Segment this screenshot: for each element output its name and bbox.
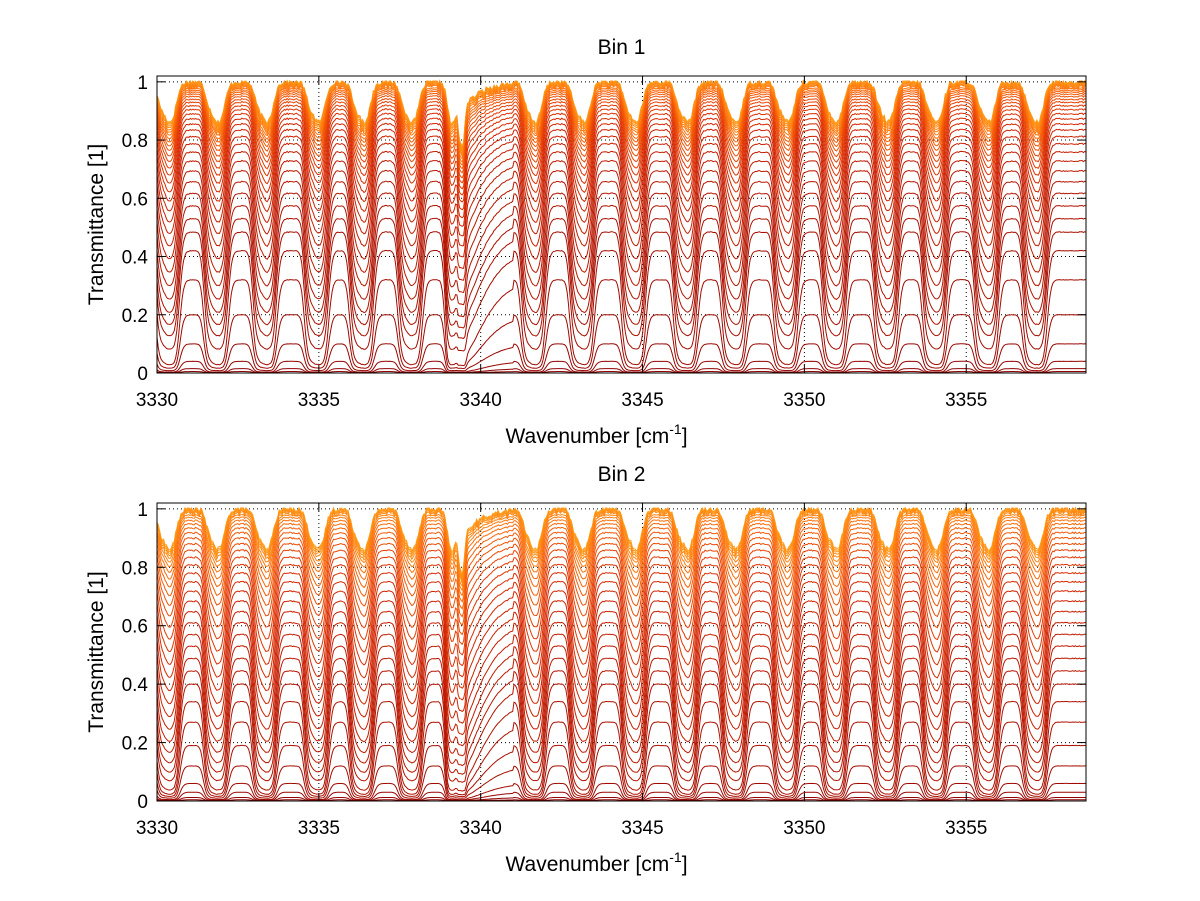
- series-line: [157, 513, 1086, 588]
- chart-title: Bin 1: [598, 36, 646, 59]
- series-line: [157, 142, 1086, 247]
- series-line: [157, 279, 1086, 367]
- y-tick-label: 0.6: [122, 617, 148, 638]
- y-axis-label: Transmittance [1]: [85, 144, 108, 305]
- series-line: [157, 314, 1086, 370]
- series-line: [157, 108, 1086, 196]
- chart-title: Bin 2: [598, 463, 646, 486]
- series-line: [157, 610, 1086, 724]
- x-tick-label: 3345: [621, 818, 663, 839]
- x-axis-label: Wavenumber [cm-1]: [505, 421, 687, 448]
- series-line: [157, 90, 1086, 166]
- series-line: [157, 700, 1086, 792]
- series-line: [157, 97, 1086, 179]
- series-line: [157, 507, 1086, 581]
- series-line: [157, 522, 1086, 603]
- series-line: [157, 509, 1086, 584]
- axes-frame: [156, 502, 1087, 802]
- y-tick-label: 0.4: [122, 248, 149, 269]
- series-line: [157, 231, 1086, 339]
- y-tick-label: 0.2: [122, 734, 148, 755]
- series-line: [157, 765, 1086, 799]
- series-line: [157, 556, 1086, 656]
- series-group: [157, 79, 1086, 373]
- series-line: [157, 599, 1086, 713]
- chart-bin-1: 3330 3335 3340 3345 3350 3355 0 0.2 0.4 0.6 0.8 1 Bi…: [85, 36, 1087, 448]
- series-line: [157, 86, 1086, 160]
- x-tick-label: 3345: [621, 390, 663, 411]
- series-line: [157, 128, 1086, 227]
- x-tick-label: 3340: [460, 390, 502, 411]
- series-line: [157, 92, 1086, 170]
- series-line: [157, 94, 1086, 174]
- series-line: [157, 683, 1086, 783]
- series-line: [157, 159, 1086, 269]
- chart-bin-2: 3330 3335 3340 3345 3350 3355 0 0.2 0.4 0.6 0.8 1 Bi…: [85, 463, 1087, 876]
- series-line: [157, 536, 1086, 627]
- x-tick-label: 3350: [783, 818, 825, 839]
- x-tick-label: 3355: [945, 818, 987, 839]
- series-line: [157, 516, 1086, 592]
- y-tick-label: 0.2: [122, 306, 148, 327]
- series-line: [157, 192, 1086, 306]
- series-line: [157, 548, 1086, 646]
- x-tick-label: 3340: [460, 818, 502, 839]
- x-axis-label: Wavenumber [cm-1]: [505, 849, 687, 876]
- series-line: [157, 371, 1086, 373]
- series-line: [157, 112, 1086, 203]
- x-tick-label: 3330: [136, 818, 178, 839]
- series-line: [157, 563, 1086, 667]
- series-line: [157, 782, 1086, 801]
- series-line: [157, 122, 1086, 219]
- y-tick-label: 0.6: [122, 189, 148, 210]
- series-line: [157, 645, 1086, 757]
- series-line: [157, 204, 1086, 318]
- series-line: [157, 744, 1086, 798]
- series-line: [157, 542, 1086, 636]
- y-axis-label: Transmittance [1]: [85, 571, 108, 732]
- series-line: [157, 571, 1086, 678]
- y-tick-label: 0: [137, 792, 148, 813]
- series-line: [157, 117, 1086, 211]
- x-tick-label: 3330: [136, 390, 178, 411]
- x-tick-label: 3350: [783, 390, 825, 411]
- series-line: [157, 670, 1086, 775]
- series-line: [157, 526, 1086, 610]
- series-line: [157, 135, 1086, 237]
- series-line: [157, 343, 1086, 372]
- series-line: [157, 590, 1086, 701]
- y-tick-label: 0: [137, 364, 148, 385]
- series-line: [157, 88, 1086, 163]
- series-line: [157, 519, 1086, 597]
- y-tick-label: 1: [137, 500, 148, 521]
- y-tick-label: 0.8: [122, 558, 148, 579]
- series-line: [157, 799, 1086, 801]
- series-line: [157, 150, 1086, 258]
- series-line: [157, 580, 1086, 689]
- y-tick-label: 0.8: [122, 131, 148, 152]
- y-tick-label: 0.4: [122, 675, 149, 696]
- series-line: [157, 180, 1086, 293]
- x-tick-label: 3335: [298, 818, 340, 839]
- series-line: [157, 217, 1086, 329]
- series-line: [157, 621, 1086, 736]
- series-line: [157, 169, 1086, 281]
- series-group: [157, 506, 1086, 801]
- series-line: [157, 633, 1086, 747]
- series-line: [157, 657, 1086, 767]
- y-tick-label: 1: [137, 73, 148, 94]
- x-tick-label: 3355: [945, 390, 987, 411]
- series-line: [157, 104, 1086, 190]
- series-line: [157, 100, 1086, 184]
- series-line: [157, 531, 1086, 618]
- series-line: [157, 721, 1086, 796]
- series-line: [157, 249, 1086, 352]
- axes-frame: [156, 75, 1087, 374]
- x-tick-label: 3335: [298, 390, 340, 411]
